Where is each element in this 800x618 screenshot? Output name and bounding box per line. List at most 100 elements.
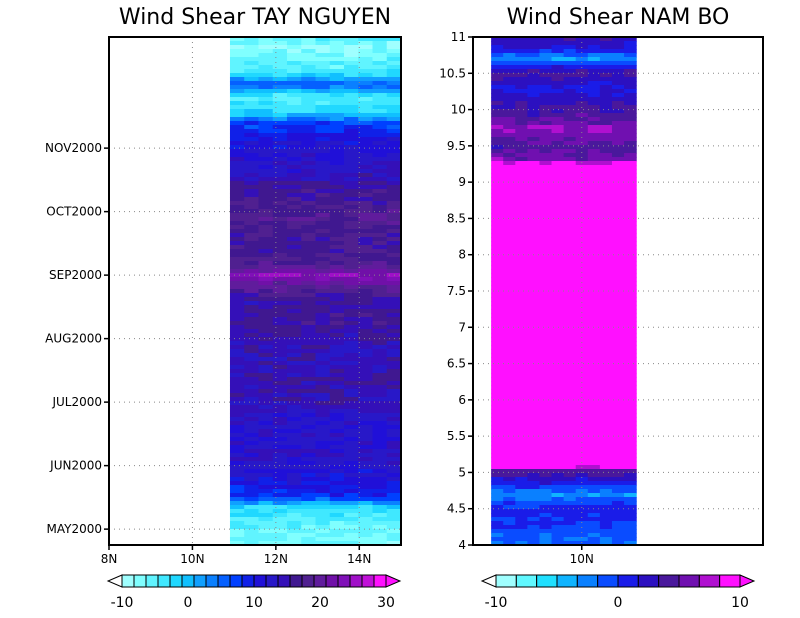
field-cell xyxy=(611,61,625,66)
field-cell xyxy=(329,413,345,418)
field-cell xyxy=(343,49,359,54)
field-cell xyxy=(624,261,637,266)
field-cell xyxy=(315,517,331,522)
field-cell xyxy=(563,185,577,190)
field-cell xyxy=(286,357,302,362)
field-cell xyxy=(624,469,637,474)
field-cell xyxy=(599,89,613,94)
field-cell xyxy=(624,205,637,210)
field-cell xyxy=(527,477,541,482)
y-tick-label: OCT2000 xyxy=(46,205,102,219)
field-cell xyxy=(503,69,516,74)
field-cell xyxy=(563,105,577,110)
field-cell xyxy=(491,285,504,290)
field-cell xyxy=(244,301,260,306)
field-cell xyxy=(229,125,245,130)
field-cell xyxy=(539,137,553,142)
field-cell xyxy=(624,129,637,134)
field-cell xyxy=(386,369,401,374)
field-cell xyxy=(358,265,374,270)
field-cell xyxy=(527,197,541,202)
field-cell xyxy=(599,433,613,438)
field-cell xyxy=(551,69,565,74)
chart-title: Wind Shear NAM BO xyxy=(507,5,730,30)
field-cell xyxy=(229,297,245,302)
field-cell xyxy=(244,349,260,354)
field-cell xyxy=(372,321,388,326)
field-cell xyxy=(624,441,637,446)
field-cell xyxy=(527,245,541,250)
field-cell xyxy=(343,521,359,526)
field-cell xyxy=(329,261,345,266)
field-cell xyxy=(386,133,401,138)
field-cell xyxy=(599,429,613,434)
field-cell xyxy=(563,89,577,94)
field-cell xyxy=(491,501,504,506)
field-cell xyxy=(329,341,345,346)
field-cell xyxy=(329,337,345,342)
field-cell xyxy=(503,217,516,222)
field-cell xyxy=(515,225,528,230)
field-cell xyxy=(329,97,345,102)
field-cell xyxy=(611,505,625,510)
field-cell xyxy=(527,73,541,78)
field-cell xyxy=(258,197,274,202)
field-cell xyxy=(258,517,274,522)
field-cell xyxy=(286,205,302,210)
field-cell xyxy=(272,481,288,486)
field-cell xyxy=(563,473,577,478)
field-cell xyxy=(258,285,274,290)
field-cell xyxy=(563,441,577,446)
field-cell xyxy=(539,289,553,294)
field-cell xyxy=(563,457,577,462)
field-cell xyxy=(491,53,504,58)
field-cell xyxy=(386,421,401,426)
field-cell xyxy=(329,221,345,226)
field-cell xyxy=(358,101,374,106)
field-cell xyxy=(611,113,625,118)
field-cell xyxy=(329,501,345,506)
field-cell xyxy=(386,161,401,166)
field-cell xyxy=(315,177,331,182)
field-cell xyxy=(587,109,601,114)
field-cell xyxy=(611,481,625,486)
field-cell xyxy=(386,497,401,502)
field-cell xyxy=(343,301,359,306)
field-cell xyxy=(358,253,374,258)
field-cell xyxy=(599,69,613,74)
field-cell xyxy=(301,533,317,538)
field-cell xyxy=(329,269,345,274)
field-cell xyxy=(358,353,374,358)
field-cell xyxy=(244,81,260,86)
field-cell xyxy=(599,509,613,514)
field-cell xyxy=(624,73,637,78)
field-cell xyxy=(258,293,274,298)
field-cell xyxy=(286,349,302,354)
field-cell xyxy=(329,449,345,454)
field-cell xyxy=(286,373,302,378)
field-cell xyxy=(587,381,601,386)
field-cell xyxy=(229,441,245,446)
field-cell xyxy=(539,97,553,102)
field-cell xyxy=(515,485,528,490)
field-cell xyxy=(301,485,317,490)
field-cell xyxy=(301,465,317,470)
field-cell xyxy=(611,109,625,114)
field-cell xyxy=(551,161,565,166)
field-cell xyxy=(587,193,601,198)
field-cell xyxy=(286,261,302,266)
field-cell xyxy=(315,257,331,262)
field-cell xyxy=(343,157,359,162)
field-cell xyxy=(527,105,541,110)
field-cell xyxy=(491,257,504,262)
field-cell xyxy=(539,69,553,74)
field-cell xyxy=(515,301,528,306)
field-cell xyxy=(563,245,577,250)
field-cell xyxy=(315,181,331,186)
field-cell xyxy=(503,401,516,406)
field-cell xyxy=(258,109,274,114)
field-cell xyxy=(599,109,613,114)
field-cell xyxy=(315,445,331,450)
field-cell xyxy=(611,397,625,402)
field-cell xyxy=(258,273,274,278)
